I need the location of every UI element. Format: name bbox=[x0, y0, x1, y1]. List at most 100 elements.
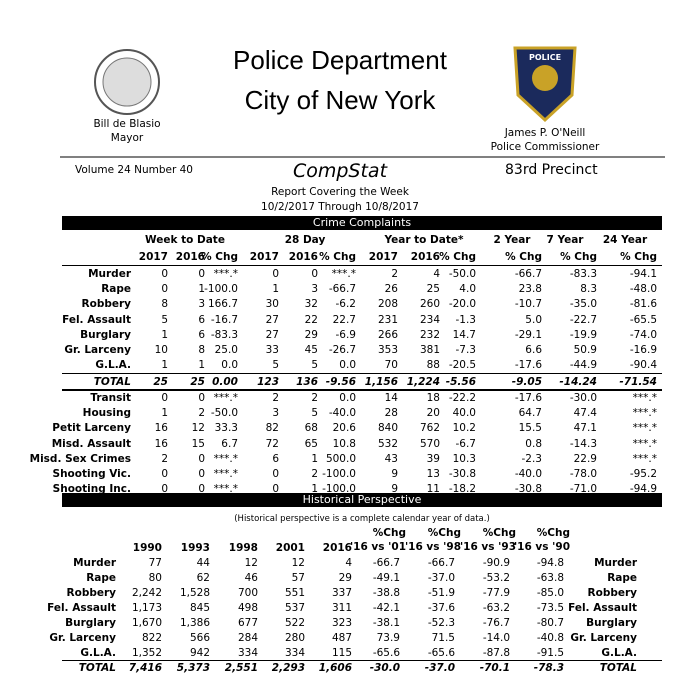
seals: POLICE bbox=[60, 46, 665, 158]
commissioner-title: Police Commissioner bbox=[490, 141, 600, 153]
rule bbox=[62, 373, 662, 374]
column-header: 2016 bbox=[322, 542, 352, 554]
patch-emblem bbox=[532, 65, 558, 91]
cell: 0 bbox=[198, 268, 205, 280]
cell: -52.3 bbox=[427, 617, 455, 629]
cell: 4.0 bbox=[459, 283, 476, 296]
cell: -17.6 bbox=[514, 392, 542, 404]
cell: 8 bbox=[198, 344, 205, 356]
cell: 3 bbox=[198, 298, 205, 311]
cell: 32 bbox=[304, 298, 318, 311]
cell: -94.9 bbox=[629, 483, 657, 496]
cell: 9 bbox=[391, 468, 398, 480]
cell: 71.5 bbox=[431, 632, 455, 644]
row-label: Murder bbox=[88, 268, 131, 280]
row-label: Burglary bbox=[65, 617, 116, 629]
cell: -14.0 bbox=[482, 632, 510, 644]
cell: 5 bbox=[161, 313, 168, 326]
cell: 72 bbox=[265, 437, 279, 450]
mayor-title: Mayor bbox=[110, 132, 144, 144]
cell: 6 bbox=[198, 313, 205, 326]
group-header: 2 Year bbox=[493, 234, 531, 246]
cell: 25 bbox=[190, 376, 205, 388]
cell: 700 bbox=[237, 587, 258, 599]
cell: -19.9 bbox=[569, 328, 597, 341]
cell: 16 bbox=[154, 422, 168, 435]
cell: 1,606 bbox=[318, 662, 352, 674]
cell: 2 bbox=[272, 392, 279, 404]
cell: ***.* bbox=[632, 392, 657, 404]
cell: 570 bbox=[419, 437, 440, 450]
cell: 2 bbox=[311, 468, 318, 480]
cell: -66.7 bbox=[328, 283, 356, 296]
column-header: %Chg bbox=[427, 527, 461, 539]
cell: 33 bbox=[265, 344, 279, 356]
cell: -22.2 bbox=[448, 392, 476, 404]
cell: -91.5 bbox=[536, 647, 564, 659]
cell: 73.9 bbox=[376, 632, 400, 644]
cell: 0 bbox=[272, 468, 279, 480]
cell: 260 bbox=[419, 298, 440, 311]
cell: -78.3 bbox=[533, 662, 564, 674]
cell: 115 bbox=[331, 647, 352, 659]
cell: 6.7 bbox=[221, 437, 238, 450]
cell: -90.9 bbox=[482, 557, 510, 569]
cell: 487 bbox=[331, 632, 352, 644]
report-dates: 10/2/2017 Through 10/8/2017 bbox=[261, 201, 419, 213]
cell: 25.0 bbox=[214, 344, 238, 356]
cell: 381 bbox=[419, 344, 440, 356]
cell: 25 bbox=[153, 376, 168, 388]
cell: ***.* bbox=[632, 437, 657, 450]
cell: 46 bbox=[244, 572, 258, 584]
cell: 6 bbox=[198, 328, 205, 341]
cell: -90.4 bbox=[629, 359, 657, 372]
cell: 22 bbox=[304, 313, 318, 326]
cell: 942 bbox=[189, 647, 210, 659]
cell: 29 bbox=[338, 572, 352, 584]
cell: -6.9 bbox=[335, 328, 357, 341]
cell: -30.0 bbox=[369, 662, 400, 674]
cell: 311 bbox=[331, 602, 352, 614]
cell: -35.0 bbox=[569, 298, 597, 311]
cell: 27 bbox=[265, 328, 279, 341]
cell: -37.0 bbox=[424, 662, 455, 674]
cell: ***.* bbox=[632, 452, 657, 465]
cell: 0.0 bbox=[221, 359, 238, 372]
cell: -71.0 bbox=[569, 483, 597, 496]
cell: -53.2 bbox=[482, 572, 510, 584]
cell: 39 bbox=[426, 452, 440, 465]
cell: 1,670 bbox=[131, 617, 162, 629]
cell: -14.3 bbox=[569, 437, 597, 450]
row-label: Fel. Assault bbox=[47, 602, 116, 614]
cell: 5 bbox=[311, 359, 318, 372]
cell: ***.* bbox=[213, 468, 238, 480]
note: (Historical perspective is a complete ca… bbox=[234, 514, 490, 524]
cell: -87.8 bbox=[482, 647, 510, 659]
cell: 232 bbox=[419, 328, 440, 341]
cell: 234 bbox=[419, 313, 440, 326]
cell: 208 bbox=[377, 298, 398, 311]
cell: -71.54 bbox=[619, 376, 657, 388]
cell: -95.2 bbox=[629, 468, 657, 480]
column-header: 2016 bbox=[175, 251, 205, 263]
cell: 0.00 bbox=[212, 376, 238, 388]
cell: -26.7 bbox=[328, 344, 356, 356]
cell: 0.0 bbox=[339, 392, 356, 404]
group-header: 28 Day bbox=[284, 234, 326, 246]
cell: 10 bbox=[154, 344, 168, 356]
precinct: 83rd Precinct bbox=[505, 162, 598, 178]
cell: -37.0 bbox=[427, 572, 455, 584]
cell: 10.3 bbox=[452, 452, 476, 465]
cell: -50.0 bbox=[210, 407, 238, 420]
cell: -20.5 bbox=[448, 359, 476, 372]
row-label: Burglary bbox=[80, 328, 131, 341]
row-label-right: Murder bbox=[594, 557, 637, 569]
cell: 0 bbox=[161, 468, 168, 480]
cell: 2 bbox=[391, 268, 398, 280]
cell: 16 bbox=[154, 437, 168, 450]
cell: 10.8 bbox=[332, 437, 356, 450]
row-label: Transit bbox=[90, 392, 131, 404]
row-label-right: Rape bbox=[607, 572, 637, 584]
cell: 5 bbox=[272, 359, 279, 372]
